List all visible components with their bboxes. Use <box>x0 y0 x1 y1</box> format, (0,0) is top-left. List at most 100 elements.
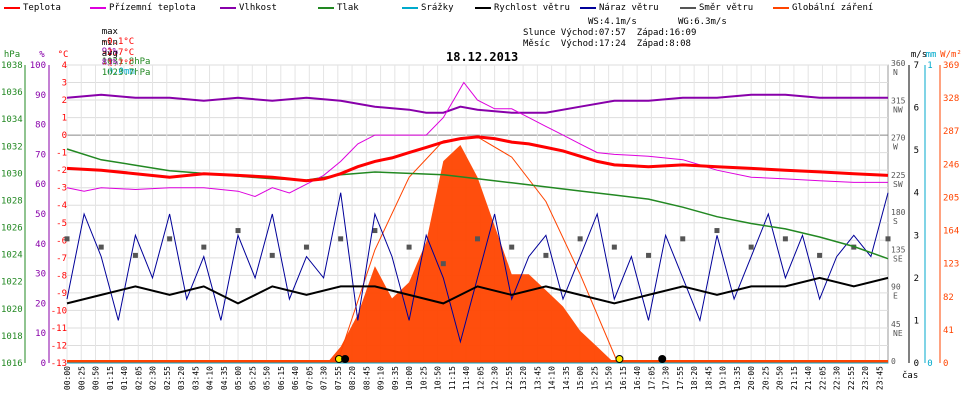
degc-axis-tick-label: -8 <box>56 271 67 281</box>
ms-unit: m/s <box>911 50 927 60</box>
time-tick-label: 22:05 <box>818 366 827 390</box>
time-tick-label: 03:45 <box>191 366 200 390</box>
rad-tick-label: 205 <box>943 193 959 203</box>
time-tick-label: 06:15 <box>277 366 286 390</box>
time-tick-label: 21:40 <box>804 366 813 390</box>
time-tick-label: 09:35 <box>391 366 400 390</box>
temperature-line <box>66 135 889 183</box>
degc-axis-tick-label: 3 <box>62 79 67 89</box>
mm-unit: mm <box>926 50 937 60</box>
legend-label: Vlhkost <box>239 3 277 13</box>
legend-item: Rychlost větru <box>475 3 570 13</box>
legend-label: Globální záření <box>792 3 874 13</box>
time-tick-label: 02:05 <box>134 366 143 390</box>
time-tick-label: 12:05 <box>476 366 485 390</box>
pct-axis-tick-label: 70 <box>35 150 46 160</box>
wind-speed-line <box>66 276 889 305</box>
time-tick-label: 10:50 <box>434 366 443 390</box>
degc-axis-tick-label: -6 <box>56 236 67 246</box>
pct-axis-tick-label: 10 <box>35 329 46 339</box>
legend-label: Přízemní teplota <box>109 3 196 13</box>
time-tick-label: 01:15 <box>106 366 115 390</box>
ms-tick-label: 3 <box>914 231 919 241</box>
ms-tick-label: 2 <box>914 274 919 284</box>
ms-tick-label: 6 <box>914 104 919 114</box>
legend-label: Rychlost větru <box>494 3 570 13</box>
time-tick-label: 23:45 <box>875 366 884 390</box>
wind-direction-point <box>577 236 583 242</box>
wind-direction-point <box>475 236 480 242</box>
time-tick-label: 13:20 <box>519 366 528 390</box>
hpa-axis-tick-label: 1022 <box>1 278 23 288</box>
wind-direction-point <box>201 244 207 250</box>
time-tick-label: 15:25 <box>590 366 599 390</box>
legend-swatch <box>318 6 334 9</box>
legend-label: Náraz větru <box>599 3 659 13</box>
stats-max-row: max -0.1°C 91% 1031.8hPa 0.0mm <box>80 17 151 87</box>
dir-tick-label: 270 <box>891 134 906 143</box>
time-tick-label: 17:55 <box>676 366 685 390</box>
time-tick-label: 14:35 <box>562 366 571 390</box>
legend-item: Vlhkost <box>220 3 277 13</box>
legend-swatch <box>580 6 596 9</box>
stats-max-temp: -0.1°C <box>101 37 135 47</box>
degc-axis-tick-label: -5 <box>56 219 67 229</box>
time-tick-label: 03:20 <box>177 366 186 390</box>
wind-direction-point <box>338 236 344 242</box>
rad-tick-label: 164 <box>943 227 959 237</box>
hpa-axis-tick-label: 1018 <box>1 332 23 342</box>
rad-tick-label: 82 <box>943 293 954 303</box>
time-tick-label: 05:00 <box>234 366 243 390</box>
time-tick-label: 07:30 <box>320 366 329 390</box>
degc-axis-tick-label: -3 <box>56 184 67 194</box>
time-tick-label: 17:30 <box>662 366 671 390</box>
rad-tick-label: 123 <box>943 260 959 270</box>
legend-swatch <box>220 6 236 9</box>
stats-avg-label: avg <box>101 49 118 59</box>
time-tick-label: 11:40 <box>462 366 471 390</box>
time-tick-label: 12:30 <box>491 366 500 390</box>
rad-unit: W/m² <box>940 50 962 60</box>
mm-tick-label: 0 <box>927 359 932 369</box>
chart-title: 18.12.2013 <box>446 50 519 64</box>
time-tick-label: 15:00 <box>576 366 585 390</box>
time-tick-label: 13:45 <box>533 366 542 390</box>
degc-axis-tick-label: -7 <box>56 254 67 264</box>
hpa-axis-tick-label: 1026 <box>1 224 23 234</box>
hpa-axis-tick-label: 1032 <box>1 142 23 152</box>
dir-tick-label: NW <box>893 105 903 114</box>
pct-axis-tick-label: 50 <box>35 210 46 220</box>
time-tick-label: 09:10 <box>377 366 386 390</box>
time-tick-label: 10:00 <box>405 366 414 390</box>
time-tick-label: 15:50 <box>605 366 614 390</box>
time-tick-label: 00:00 <box>63 366 72 390</box>
time-tick-label: 00:50 <box>92 366 101 390</box>
degc-axis-unit: °C <box>58 50 69 60</box>
degc-axis-tick-label: -1 <box>56 149 67 159</box>
degc-axis-tick-label: 1 <box>62 114 67 124</box>
legend-label: Srážky <box>421 3 454 13</box>
time-tick-label: 06:40 <box>291 366 300 390</box>
hpa-axis-tick-label: 1038 <box>1 61 23 71</box>
dir-tick-label: SE <box>893 254 903 263</box>
wind-direction-point <box>235 228 241 234</box>
rad-tick-label: 41 <box>943 326 954 336</box>
stats-max-rain: 0.0mm <box>107 67 135 77</box>
humidity-line <box>66 93 888 114</box>
time-tick-label: 18:45 <box>704 366 713 390</box>
time-tick-label: 17:05 <box>647 366 656 390</box>
legend-label: Teplota <box>23 3 61 13</box>
radiation-area <box>67 145 888 363</box>
legend-label: Tlak <box>337 3 359 13</box>
degc-axis-tick-label: -10 <box>51 306 67 316</box>
wind-direction-point <box>509 244 515 250</box>
sun-times: Slunce Východ:07:57 Západ:16:09 <box>523 28 697 38</box>
legend: Teplota Přízemní teplota Vlhkost Tlak Srážky… <box>0 0 966 14</box>
hpa-axis-tick-label: 1020 <box>1 305 23 315</box>
ms-tick-label: 5 <box>914 146 919 156</box>
pct-axis-unit: % <box>39 50 45 60</box>
moon-times: Měsíc Východ:17:24 Západ:8:08 <box>523 39 691 49</box>
time-tick-label: 16:40 <box>633 366 642 390</box>
pct-axis-tick-label: 20 <box>35 299 46 309</box>
